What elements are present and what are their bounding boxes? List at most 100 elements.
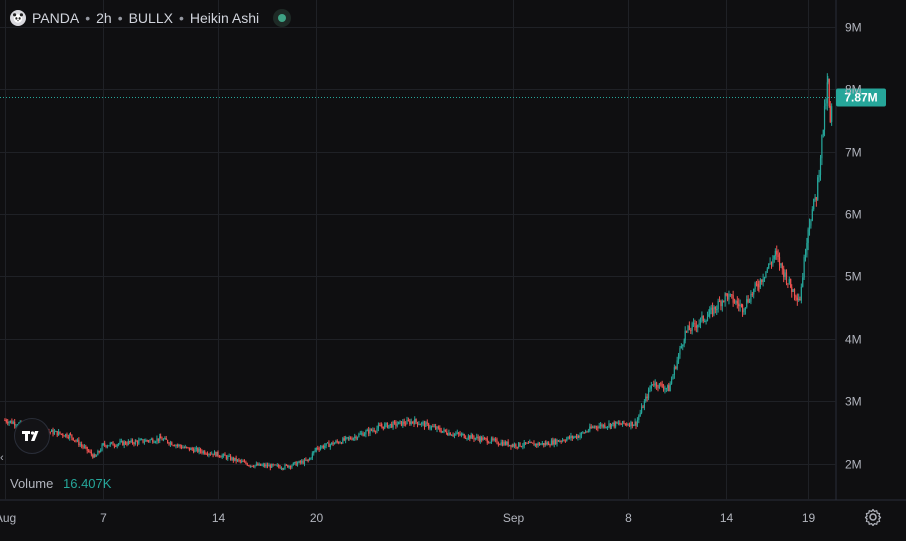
candle-body [298, 461, 300, 463]
candle-body [182, 447, 184, 449]
candle-body [578, 435, 580, 438]
candle-body [255, 463, 257, 466]
candle-body [138, 440, 140, 444]
candle-body [55, 431, 57, 433]
candle-body [724, 293, 726, 302]
candle-body [305, 459, 307, 461]
candle-body [95, 455, 98, 457]
interval-label[interactable]: 2h [96, 10, 112, 26]
candle-body [709, 309, 711, 315]
candle-body [131, 440, 134, 444]
candle-body [264, 464, 266, 467]
candle-body [448, 432, 450, 436]
candle-body [460, 434, 463, 436]
candle-body [483, 437, 486, 439]
candle-body [714, 306, 716, 310]
candle-body [466, 438, 468, 440]
candle-body [680, 345, 682, 349]
candle-body [153, 442, 155, 444]
candle-body [376, 428, 378, 432]
candle-body [735, 301, 737, 303]
candle-body [186, 446, 188, 448]
candle-body [512, 444, 514, 447]
candle-body [241, 460, 243, 462]
candle-body [167, 439, 169, 443]
candle-body [216, 451, 218, 457]
candle-body [209, 453, 211, 455]
candle-body [172, 445, 174, 447]
status-dot-icon[interactable] [273, 9, 292, 27]
candle-body [250, 465, 252, 467]
candle-body [352, 437, 354, 440]
candle-body [713, 306, 715, 315]
candle-body [72, 437, 74, 441]
candle-body [459, 433, 461, 436]
candle-body [136, 441, 139, 444]
candle-body [439, 427, 441, 431]
candle-body [377, 425, 380, 429]
candle-body [146, 440, 148, 442]
candle-body [647, 389, 650, 399]
y-tick-label: 5M [845, 270, 862, 284]
y-tick-label: 7M [845, 146, 862, 160]
candle-body [777, 254, 779, 258]
candle-body [347, 437, 350, 439]
candle-body [418, 424, 420, 426]
candle-body [541, 443, 543, 445]
tradingview-logo-icon[interactable] [14, 418, 50, 454]
candle-body [753, 288, 755, 295]
candle-body [201, 451, 203, 453]
candle-body [567, 436, 569, 439]
candle-body [522, 445, 524, 447]
candle-body [571, 435, 573, 438]
candle-body [199, 448, 202, 452]
candle-body [400, 421, 403, 426]
volume-value: 16.407K [63, 476, 112, 491]
candle-body [725, 293, 727, 295]
candle-body [463, 434, 465, 438]
candle-body [520, 446, 523, 448]
candle-body [59, 431, 61, 434]
candle-body [340, 442, 343, 444]
candle-body [792, 289, 794, 292]
candle-body [235, 457, 237, 462]
candle-body [178, 444, 180, 446]
candle-body [171, 442, 173, 446]
candle-body [93, 454, 95, 458]
candle-body [104, 443, 106, 446]
candle-body [769, 263, 771, 265]
candle-body [157, 438, 159, 441]
candle-body [202, 451, 204, 453]
volume-label: Volume [10, 476, 54, 491]
candle-body [651, 384, 654, 386]
candle-body [302, 461, 304, 464]
candle-body [593, 427, 595, 429]
candle-body [602, 424, 604, 427]
gear-icon[interactable] [864, 508, 882, 527]
candle-body [370, 429, 373, 431]
candle-body [698, 323, 700, 326]
candle-body [710, 307, 712, 310]
chevron-left-icon[interactable]: ‹ [0, 452, 4, 464]
chart-style-label[interactable]: Heikin Ashi [189, 10, 260, 26]
candle-body [516, 446, 518, 448]
candle-body [705, 320, 707, 322]
candle-body [563, 440, 565, 442]
candle-body [338, 441, 340, 444]
candle-body [124, 441, 127, 445]
symbol-name[interactable]: PANDA [32, 10, 80, 26]
candle-body [613, 422, 615, 427]
candle-body [322, 445, 324, 448]
candle-body [804, 254, 807, 258]
candle-body [288, 465, 290, 468]
candle-body [739, 304, 741, 307]
candle-body [661, 383, 663, 388]
candle-body [109, 443, 111, 446]
y-tick-label: 2M [845, 458, 862, 472]
candle-body [416, 421, 419, 425]
candle-body [239, 460, 241, 462]
candle-body [179, 444, 181, 447]
candle-body [536, 443, 538, 446]
